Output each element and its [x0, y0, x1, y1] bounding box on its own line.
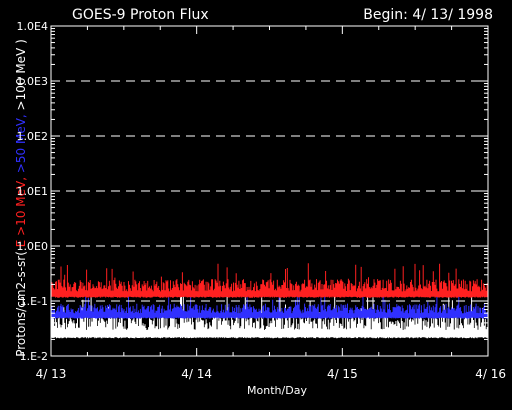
x-tick-label: 4/ 13 — [36, 367, 67, 381]
y-axis-label: Protons/cm2-s-sr( E >10 MeV, >50 MeV, >1… — [14, 39, 28, 357]
grid-layer — [51, 80, 488, 302]
x-tick-label: 4/ 14 — [181, 367, 212, 381]
y-axis-label-part-2: >50 MeV, — [14, 110, 28, 173]
axes-layer: 1.E-2 1.E-1 1.0E0 1.0E1 1.0E2 1.0E3 1.0E4 4/ 13… — [17, 20, 506, 381]
y-tick-label: 1.0E2 — [17, 130, 48, 143]
y-tick-label: 1.E-2 — [20, 350, 48, 363]
y-axis-label-part-1: E >10 MeV, — [14, 173, 28, 247]
begin-date-label: Begin: 4/ 13/ 1998 — [363, 7, 493, 23]
y-axis-label-part-0: Protons/cm2-s-sr( — [14, 247, 28, 357]
y-tick-label: 1.0E1 — [17, 185, 48, 198]
chart-title: GOES-9 Proton Flux — [72, 7, 209, 23]
x-axis-label: Month/Day — [247, 384, 307, 397]
y-tick-label: 1.0E0 — [17, 240, 48, 253]
x-tick-label: 4/ 15 — [327, 367, 358, 381]
y-tick-label: 1.0E4 — [17, 20, 48, 33]
y-tick-label: 1.0E3 — [17, 75, 48, 88]
x-tick-label: 4/ 16 — [475, 367, 506, 381]
y-tick-label: 1.E-1 — [20, 295, 48, 308]
y-axis-label-part-3: >100 MeV ) — [14, 39, 28, 110]
